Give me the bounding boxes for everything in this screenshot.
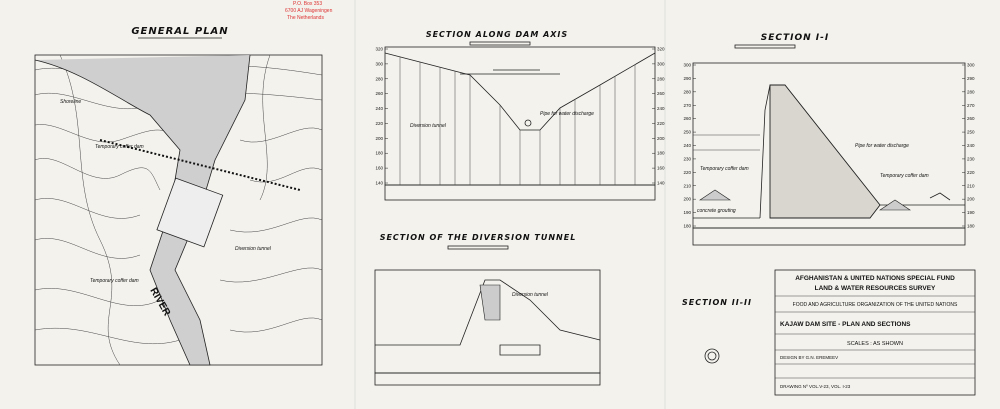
section-label: Pipe for water discharge bbox=[855, 143, 909, 149]
elevation-label: 260 bbox=[967, 116, 975, 121]
scales: SCALES : AS SHOWN bbox=[847, 341, 903, 347]
design: DESIGN BY G.N. EREMEEV bbox=[780, 355, 838, 360]
elevation-label: 260 bbox=[375, 91, 383, 96]
coffer-dam bbox=[699, 189, 911, 211]
elevation-label: 300 bbox=[683, 63, 691, 68]
section-label: concrete grouting bbox=[697, 208, 736, 214]
section-label: Diversion tunnel bbox=[410, 123, 447, 129]
elevation-label: 230 bbox=[683, 156, 691, 161]
elevation-label: 200 bbox=[967, 197, 975, 202]
elevation-label: 260 bbox=[683, 116, 691, 121]
elevation-label: 180 bbox=[375, 151, 383, 156]
dam-body bbox=[769, 84, 881, 219]
elevation-label: 190 bbox=[967, 210, 975, 215]
section-title: SECTION OF THE DIVERSION TUNNEL bbox=[380, 233, 577, 242]
elevation-label: 190 bbox=[683, 210, 691, 215]
elevation-label: 320 bbox=[657, 47, 665, 52]
scale-bar bbox=[447, 245, 509, 250]
elevation-label: 260 bbox=[657, 91, 665, 96]
stamp: P.O. Box 353 6700 AJ Wageningen The Neth… bbox=[285, 1, 333, 21]
elevation-label: 250 bbox=[683, 130, 691, 135]
survey: LAND & WATER RESOURCES SURVEY bbox=[815, 285, 936, 292]
dam-upstream bbox=[759, 84, 771, 219]
elevation-label: 270 bbox=[967, 103, 975, 108]
elevation-label: 140 bbox=[375, 181, 383, 186]
map-label: Temporary coffer dam bbox=[90, 278, 139, 284]
elevation-label: 280 bbox=[657, 76, 665, 81]
elevation-label: 230 bbox=[967, 156, 975, 161]
drawing-title: KAJAW DAM SITE - PLAN AND SECTIONS bbox=[780, 321, 911, 328]
elevation-label: 240 bbox=[375, 106, 383, 111]
elevation-label: 220 bbox=[375, 121, 383, 126]
elevation-label: 180 bbox=[657, 151, 665, 156]
stamp-line: The Netherlands bbox=[287, 15, 324, 21]
tunnel bbox=[499, 344, 541, 356]
elevation-label: 210 bbox=[967, 183, 975, 188]
inlet bbox=[479, 284, 501, 321]
elevation-label: 270 bbox=[683, 103, 691, 108]
elevation-label: 280 bbox=[967, 89, 975, 94]
stamp-line: P.O. Box 353 bbox=[293, 1, 322, 7]
plan-frame bbox=[34, 54, 323, 366]
section-label: Temporary coffer dam bbox=[880, 173, 929, 179]
map-label: Temporary coffer dam bbox=[95, 144, 144, 150]
section-frame bbox=[384, 46, 656, 201]
section-label: Pipe for water discharge bbox=[540, 111, 594, 117]
elevation-label: 160 bbox=[375, 166, 383, 171]
elevation-label: 320 bbox=[375, 47, 383, 52]
section-frame bbox=[374, 372, 601, 386]
tunnel-section bbox=[707, 351, 717, 361]
elevation-label: 280 bbox=[683, 89, 691, 94]
section-frame bbox=[692, 227, 966, 246]
section-title: SECTION II-II bbox=[682, 298, 752, 307]
elevation-label: 240 bbox=[683, 143, 691, 148]
elevation-label: 240 bbox=[657, 106, 665, 111]
elevation-label: 300 bbox=[657, 61, 665, 66]
elevation-label: 300 bbox=[375, 61, 383, 66]
section-title: GENERAL PLAN bbox=[131, 26, 228, 37]
scale-bar bbox=[469, 41, 531, 46]
elevation-label: 290 bbox=[683, 76, 691, 81]
tunnel-section bbox=[704, 348, 720, 364]
river bbox=[34, 54, 251, 366]
map-label: Shoreline bbox=[60, 99, 81, 105]
fao: FOOD AND AGRICULTURE ORGANIZATION OF THE… bbox=[793, 302, 958, 308]
elevation-label: 200 bbox=[657, 136, 665, 141]
elevation-label: 220 bbox=[683, 170, 691, 175]
section-label: Diversion tunnel bbox=[512, 292, 549, 298]
ground bbox=[375, 279, 601, 346]
elevation-label: 200 bbox=[375, 136, 383, 141]
drawing-no: DRAWING Nº VOL.V-23, VOL. I-23 bbox=[780, 384, 851, 389]
elevation-label: 180 bbox=[683, 224, 691, 229]
level-line bbox=[693, 134, 760, 151]
elevation-label: 240 bbox=[967, 143, 975, 148]
elevation-label: 200 bbox=[683, 197, 691, 202]
section-title: SECTION I-I bbox=[761, 33, 829, 43]
scale-bar bbox=[734, 44, 796, 49]
stamp-line: 6700 AJ Wageningen bbox=[285, 8, 333, 14]
title-block bbox=[774, 269, 976, 396]
elevation-label: 280 bbox=[375, 76, 383, 81]
elevation-label: 220 bbox=[657, 121, 665, 126]
elevation-label: 300 bbox=[967, 63, 975, 68]
elevation-label: 210 bbox=[683, 183, 691, 188]
elevation-label: 140 bbox=[657, 181, 665, 186]
elevation-label: 290 bbox=[967, 76, 975, 81]
elevation-label: 220 bbox=[967, 170, 975, 175]
org: AFGHANISTAN & UNITED NATIONS SPECIAL FUN… bbox=[795, 275, 955, 282]
elevation-label: 180 bbox=[967, 224, 975, 229]
elevation-label: 250 bbox=[967, 130, 975, 135]
map-label: Diversion tunnel bbox=[235, 246, 272, 252]
title-block-rules bbox=[775, 295, 975, 379]
section-label: Temporary coffer dam bbox=[700, 166, 749, 172]
dam bbox=[156, 177, 224, 248]
section-title: SECTION ALONG DAM AXIS bbox=[426, 30, 568, 39]
elevation-label: 160 bbox=[657, 166, 665, 171]
